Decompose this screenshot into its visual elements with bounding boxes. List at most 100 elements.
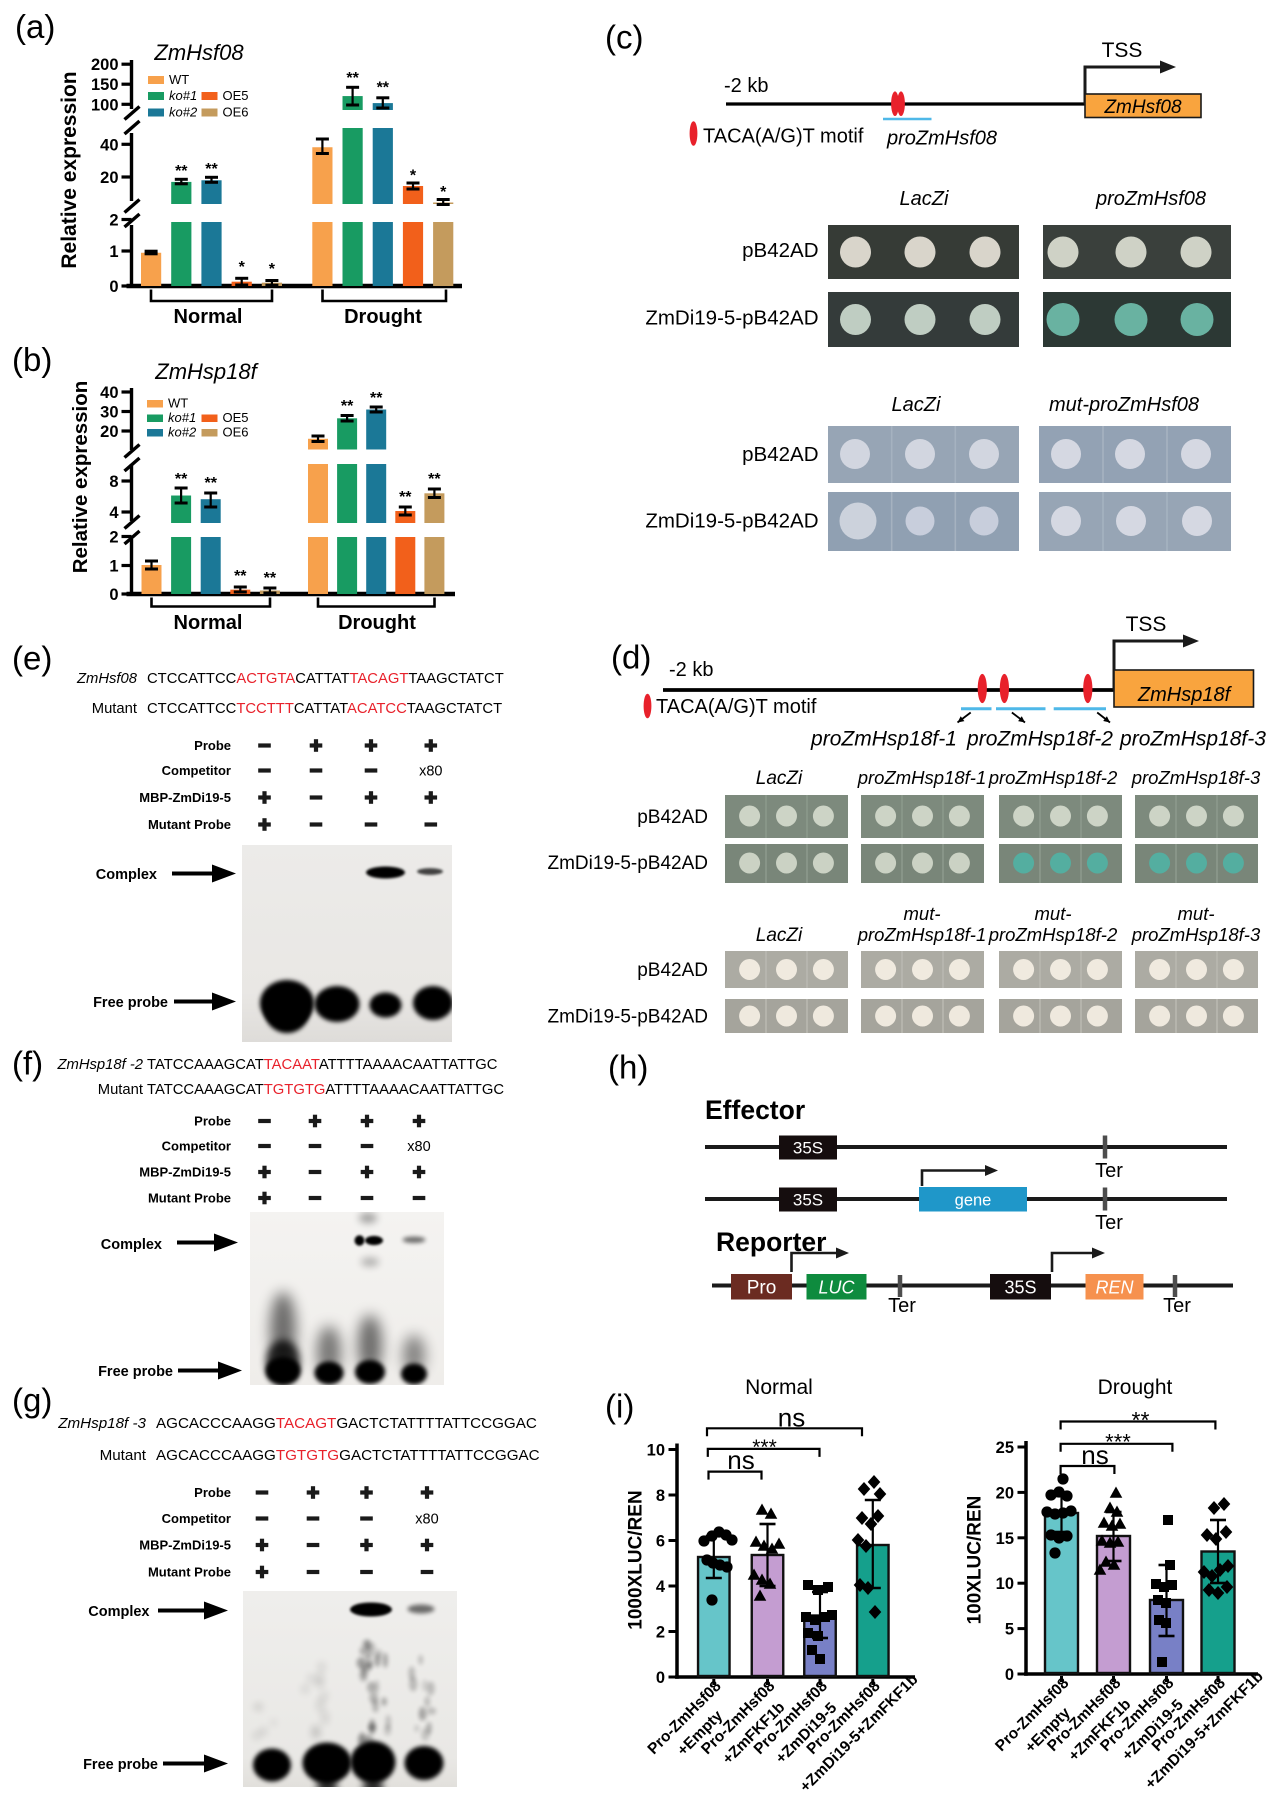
svg-text:ZmHsf08: ZmHsf08 [1103,97,1182,118]
svg-text:Mutant: Mutant [98,1082,143,1098]
svg-text:20: 20 [996,1484,1014,1502]
svg-text:4: 4 [656,1578,666,1596]
svg-text:(f): (f) [12,1045,43,1082]
svg-text:Relative expression: Relative expression [69,381,92,574]
svg-text:**: ** [234,568,247,585]
svg-text:ZmHsp18f -3: ZmHsp18f -3 [57,1415,146,1432]
svg-text:30: 30 [100,404,118,422]
svg-text:proZmHsp18f-3: proZmHsp18f-3 [1131,924,1261,945]
svg-text:**: ** [204,475,217,492]
svg-text:5: 5 [1005,1621,1014,1639]
svg-text:LacZi: LacZi [892,394,941,416]
svg-text:proZmHsp18f-2: proZmHsp18f-2 [988,924,1118,945]
svg-text:**: ** [370,390,383,407]
svg-text:20: 20 [100,423,118,441]
svg-text:Free probe: Free probe [83,1757,158,1773]
svg-text:gene: gene [955,1192,992,1210]
svg-text:(g): (g) [12,1382,52,1419]
svg-text:pB42AD: pB42AD [637,960,708,981]
svg-text:100: 100 [91,96,119,114]
svg-text:x80: x80 [407,1139,430,1155]
svg-text:(b): (b) [12,341,52,378]
svg-text:ZmHsf08: ZmHsf08 [153,40,244,65]
svg-text:proZmHsp18f-1: proZmHsp18f-1 [810,728,957,751]
svg-text:**: ** [399,489,412,506]
svg-text:LacZi: LacZi [756,925,803,946]
svg-text:proZmHsp18f-1: proZmHsp18f-1 [857,924,987,945]
svg-text:2: 2 [656,1624,665,1642]
svg-text:pB42AD: pB42AD [742,443,818,466]
svg-text:ko#2: ko#2 [168,425,197,440]
svg-text:*: * [269,261,276,278]
svg-text:(e): (e) [12,640,52,677]
svg-text:20: 20 [100,169,118,187]
svg-text:ko#1: ko#1 [169,88,197,103]
svg-text:35S: 35S [793,1139,823,1158]
svg-text:TSS: TSS [1102,39,1143,62]
svg-text:proZmHsf08: proZmHsf08 [886,128,997,150]
svg-text:Probe: Probe [194,738,231,753]
svg-text:4: 4 [109,504,119,522]
svg-text:mut-: mut- [1178,903,1215,924]
svg-text:ko#1: ko#1 [168,410,196,425]
svg-text:x80: x80 [419,764,442,780]
svg-text:**: ** [264,570,277,587]
svg-text:AGCACCCAAGGTACAGTGACTCTATTTTAT: AGCACCCAAGGTACAGTGACTCTATTTTATTCCGGAC [156,1415,537,1432]
svg-text:8: 8 [656,1487,665,1505]
svg-text:**: ** [205,161,218,178]
svg-text:Mutant: Mutant [92,701,137,717]
svg-text:**: ** [377,80,390,97]
svg-text:0: 0 [109,586,118,604]
svg-text:TACA(A/G)T motif: TACA(A/G)T motif [656,696,817,718]
svg-text:TATCCAAAGCATTACAATATTTTAAAACAA: TATCCAAAGCATTACAATATTTTAAAACAATTATTGC [147,1057,498,1073]
svg-text:**: ** [175,163,188,180]
svg-text:MBP-ZmDi19-5: MBP-ZmDi19-5 [139,1165,231,1180]
svg-text:proZmHsp18f-2: proZmHsp18f-2 [966,728,1113,751]
svg-text:*: * [440,184,447,201]
svg-text:(d): (d) [611,639,651,676]
svg-text:ns: ns [778,1402,805,1432]
svg-text:1: 1 [109,558,118,576]
svg-text:mut-: mut- [1035,903,1072,924]
svg-text:(c): (c) [605,19,643,56]
svg-text:x80: x80 [415,1512,438,1528]
svg-text:ZmHsf08: ZmHsf08 [76,671,138,687]
svg-text:0: 0 [1005,1666,1014,1684]
svg-text:200: 200 [91,56,119,74]
svg-text:Complex: Complex [101,1237,162,1253]
svg-text:OE5: OE5 [223,88,249,103]
svg-text:Effector: Effector [705,1095,805,1125]
svg-text:WT: WT [168,396,188,411]
svg-text:ZmDi19-5-pB42AD: ZmDi19-5-pB42AD [548,853,709,874]
svg-text:6: 6 [656,1533,665,1551]
svg-text:8: 8 [109,473,118,491]
svg-text:proZmHsp18f-2: proZmHsp18f-2 [988,767,1118,788]
svg-text:***: *** [752,1436,777,1459]
svg-text:proZmHsp18f-3: proZmHsp18f-3 [1131,767,1261,788]
svg-text:ns: ns [1081,1440,1108,1470]
svg-text:1000XLUC/REN: 1000XLUC/REN [626,1490,647,1629]
svg-text:pB42AD: pB42AD [742,239,818,262]
svg-text:mut-proZmHsf08: mut-proZmHsf08 [1049,394,1199,416]
svg-text:(a): (a) [15,8,55,45]
svg-text:MBP-ZmDi19-5: MBP-ZmDi19-5 [139,1538,231,1553]
svg-text:2: 2 [109,212,118,230]
svg-text:Ter: Ter [1095,1160,1123,1182]
svg-text:Probe: Probe [194,1114,231,1129]
svg-text:35S: 35S [1004,1278,1036,1298]
svg-text:Free probe: Free probe [93,995,168,1011]
svg-text:Competitor: Competitor [162,1511,231,1526]
svg-text:Normal: Normal [174,306,243,328]
svg-text:MBP-ZmDi19-5: MBP-ZmDi19-5 [139,790,231,805]
svg-text:-2 kb: -2 kb [724,75,768,97]
svg-text:-2 kb: -2 kb [669,659,713,681]
svg-text:mut-: mut- [904,903,941,924]
svg-text:Drought: Drought [338,612,416,634]
svg-text:CTCCATTCCTCCTTTCATTATACATCCTAA: CTCCATTCCTCCTTTCATTATACATCCTAAGCTATCT [147,701,502,717]
svg-text:**: ** [428,471,441,488]
svg-text:25: 25 [996,1439,1014,1457]
svg-text:ZmDi19-5-pB42AD: ZmDi19-5-pB42AD [548,1007,709,1028]
svg-text:Drought: Drought [344,306,422,328]
svg-text:Mutant Probe: Mutant Probe [148,1565,231,1580]
svg-text:TATCCAAAGCATTGTGTGATTTTAAAACAA: TATCCAAAGCATTGTGTGATTTTAAAACAATTATTGC [147,1082,504,1098]
